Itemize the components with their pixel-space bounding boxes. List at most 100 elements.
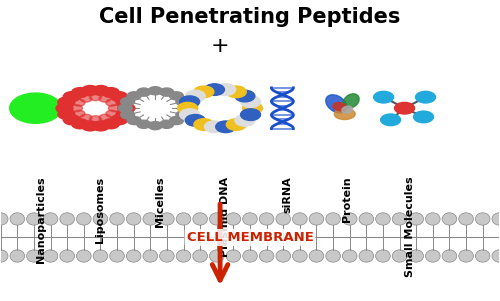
Circle shape bbox=[204, 84, 225, 95]
Ellipse shape bbox=[110, 250, 124, 262]
Circle shape bbox=[64, 92, 80, 101]
Circle shape bbox=[137, 88, 151, 96]
Circle shape bbox=[180, 96, 200, 107]
Ellipse shape bbox=[359, 213, 374, 225]
Circle shape bbox=[216, 121, 236, 133]
Circle shape bbox=[160, 120, 173, 128]
Circle shape bbox=[108, 105, 120, 112]
Circle shape bbox=[127, 92, 141, 100]
Ellipse shape bbox=[459, 250, 473, 262]
Circle shape bbox=[194, 86, 214, 98]
Ellipse shape bbox=[193, 250, 208, 262]
Ellipse shape bbox=[93, 213, 108, 225]
Circle shape bbox=[70, 105, 83, 112]
Ellipse shape bbox=[126, 213, 141, 225]
Text: Protein: Protein bbox=[342, 176, 352, 222]
Ellipse shape bbox=[326, 213, 340, 225]
Circle shape bbox=[374, 91, 394, 103]
Circle shape bbox=[226, 86, 246, 98]
Circle shape bbox=[106, 110, 118, 117]
Ellipse shape bbox=[392, 250, 407, 262]
Circle shape bbox=[82, 85, 98, 95]
Ellipse shape bbox=[0, 250, 8, 262]
Circle shape bbox=[242, 102, 262, 114]
Ellipse shape bbox=[193, 213, 208, 225]
Circle shape bbox=[106, 99, 118, 106]
Text: Cell Penetrating Peptides: Cell Penetrating Peptides bbox=[100, 7, 401, 27]
Ellipse shape bbox=[292, 250, 307, 262]
Ellipse shape bbox=[409, 250, 424, 262]
Ellipse shape bbox=[492, 250, 500, 262]
Circle shape bbox=[56, 103, 73, 113]
Ellipse shape bbox=[60, 250, 74, 262]
Ellipse shape bbox=[492, 213, 500, 225]
Ellipse shape bbox=[126, 250, 141, 262]
Ellipse shape bbox=[276, 213, 290, 225]
Ellipse shape bbox=[333, 103, 346, 111]
Circle shape bbox=[73, 99, 85, 106]
Circle shape bbox=[216, 84, 236, 95]
Circle shape bbox=[73, 110, 85, 117]
Text: Small Molecules: Small Molecules bbox=[404, 176, 414, 277]
Ellipse shape bbox=[442, 250, 457, 262]
Ellipse shape bbox=[210, 250, 224, 262]
Circle shape bbox=[102, 88, 120, 98]
Ellipse shape bbox=[26, 250, 41, 262]
Text: Micelles: Micelles bbox=[156, 176, 166, 227]
Ellipse shape bbox=[392, 213, 407, 225]
Ellipse shape bbox=[10, 250, 24, 262]
Circle shape bbox=[10, 93, 62, 123]
Circle shape bbox=[120, 98, 134, 106]
Ellipse shape bbox=[442, 213, 457, 225]
Circle shape bbox=[180, 109, 200, 120]
Circle shape bbox=[80, 95, 92, 102]
Text: Nanoparticles: Nanoparticles bbox=[36, 176, 46, 263]
Circle shape bbox=[226, 119, 246, 130]
Ellipse shape bbox=[276, 250, 290, 262]
Circle shape bbox=[194, 119, 214, 130]
Ellipse shape bbox=[210, 213, 224, 225]
Ellipse shape bbox=[376, 213, 390, 225]
Ellipse shape bbox=[344, 94, 359, 108]
Ellipse shape bbox=[10, 213, 24, 225]
Ellipse shape bbox=[326, 95, 346, 113]
Circle shape bbox=[118, 103, 135, 113]
Ellipse shape bbox=[426, 213, 440, 225]
Circle shape bbox=[118, 104, 132, 112]
Text: siRNA: siRNA bbox=[282, 176, 292, 213]
Circle shape bbox=[120, 111, 134, 119]
Ellipse shape bbox=[260, 213, 274, 225]
Ellipse shape bbox=[93, 250, 108, 262]
Circle shape bbox=[204, 121, 225, 133]
Circle shape bbox=[127, 116, 141, 125]
Ellipse shape bbox=[309, 213, 324, 225]
Circle shape bbox=[99, 95, 111, 102]
Circle shape bbox=[148, 87, 162, 95]
Circle shape bbox=[90, 116, 102, 123]
Ellipse shape bbox=[60, 213, 74, 225]
Circle shape bbox=[137, 120, 151, 128]
Circle shape bbox=[72, 88, 88, 98]
Ellipse shape bbox=[292, 213, 307, 225]
Circle shape bbox=[176, 98, 190, 106]
Ellipse shape bbox=[76, 213, 91, 225]
Circle shape bbox=[116, 97, 133, 107]
Ellipse shape bbox=[342, 213, 357, 225]
Ellipse shape bbox=[43, 250, 58, 262]
Ellipse shape bbox=[160, 250, 174, 262]
Circle shape bbox=[72, 119, 88, 129]
Circle shape bbox=[99, 114, 111, 121]
Ellipse shape bbox=[143, 250, 158, 262]
Circle shape bbox=[160, 88, 173, 96]
Circle shape bbox=[178, 104, 192, 112]
Circle shape bbox=[92, 85, 110, 95]
Circle shape bbox=[178, 102, 198, 114]
Circle shape bbox=[416, 91, 436, 103]
Circle shape bbox=[235, 90, 255, 102]
Circle shape bbox=[176, 111, 190, 119]
Ellipse shape bbox=[426, 250, 440, 262]
Ellipse shape bbox=[160, 213, 174, 225]
Circle shape bbox=[235, 114, 255, 126]
Circle shape bbox=[80, 114, 92, 121]
Circle shape bbox=[110, 115, 128, 125]
